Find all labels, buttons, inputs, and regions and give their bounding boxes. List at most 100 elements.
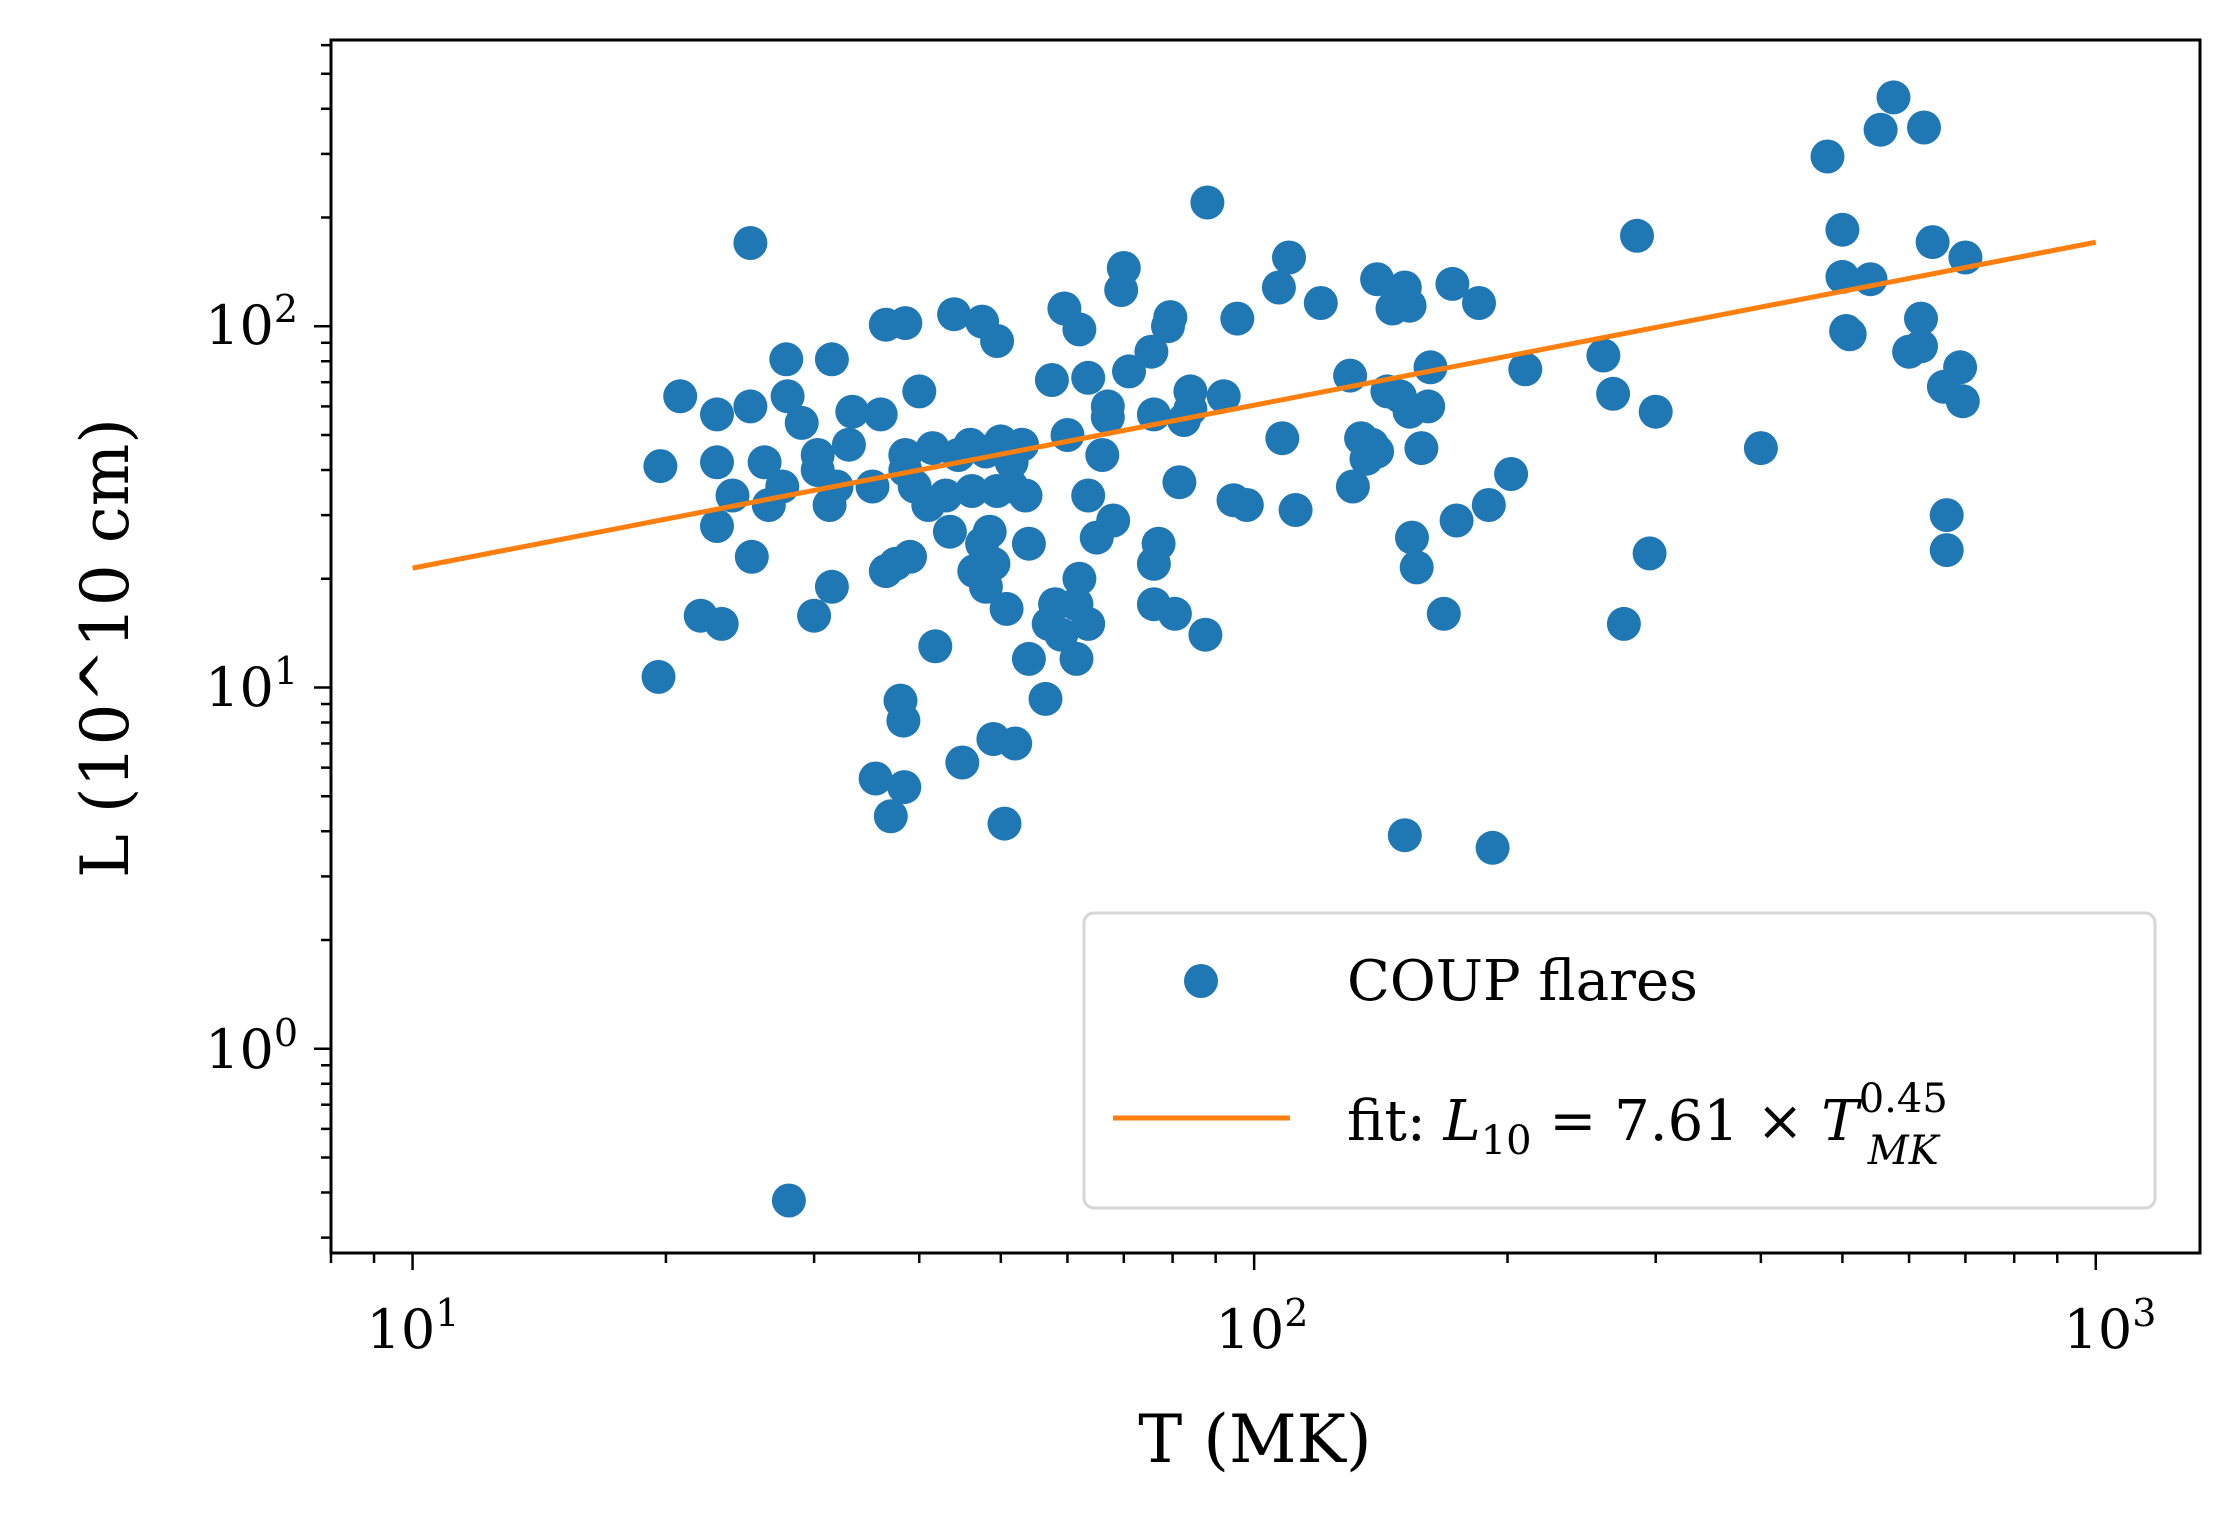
data-point-151	[1638, 394, 1673, 429]
legend-box	[1082, 911, 2157, 1210]
data-point-116	[1272, 240, 1306, 275]
data-point-170	[1945, 384, 1980, 419]
data-point-167	[1929, 498, 1964, 533]
legend-label-fit: fit: L10 = 7.61 × T0.45 MK	[1347, 1076, 1948, 1174]
data-point-80	[1050, 418, 1085, 452]
data-point-117	[1278, 493, 1313, 527]
data-point-5	[700, 445, 734, 480]
data-point-113	[1229, 488, 1264, 522]
data-point-53	[954, 474, 989, 508]
plot-frame	[329, 38, 2202, 1255]
data-point-94	[1106, 251, 1141, 285]
data-point-6	[700, 509, 734, 543]
data-point-51	[945, 745, 980, 780]
data-point-104	[1162, 465, 1197, 500]
data-point-110	[1206, 379, 1241, 414]
data-point-133	[1395, 520, 1429, 555]
data-point-145	[1508, 352, 1543, 387]
data-point-138	[1426, 596, 1461, 631]
y-tick-label-1: 100	[205, 1011, 298, 1081]
data-point-7	[704, 606, 739, 641]
data-point-16	[770, 379, 805, 414]
y-tick-label-10: 101	[205, 649, 298, 719]
data-point-153	[1810, 139, 1845, 174]
data-point-135	[1404, 431, 1439, 466]
data-point-169	[1943, 350, 1978, 385]
data-point-78	[1044, 617, 1079, 652]
data-point-100	[1141, 526, 1176, 561]
data-point-142	[1471, 488, 1506, 522]
data-point-115	[1265, 421, 1300, 456]
data-point-154	[1825, 212, 1860, 247]
data-point-24	[814, 342, 849, 377]
data-point-69	[998, 726, 1033, 761]
data-point-4	[700, 397, 734, 432]
data-point-84	[1062, 312, 1097, 347]
data-point-125	[1360, 434, 1395, 469]
data-point-12	[747, 445, 782, 480]
data-point-9	[733, 226, 768, 260]
data-point-66	[989, 591, 1024, 626]
legend: COUP flares fit: L10 = 7.61 × T0.45 MK	[1082, 911, 2157, 1210]
data-point-129	[1387, 818, 1422, 853]
data-point-37	[887, 770, 922, 805]
data-point-163	[1904, 301, 1938, 336]
data-point-15	[769, 342, 804, 377]
data-point-10	[733, 389, 768, 424]
x-axis-label: T (MK)	[1138, 1401, 1371, 1478]
data-point-18	[784, 405, 819, 440]
data-point-81	[1059, 641, 1094, 676]
fit-line-group	[412, 239, 2097, 571]
data-point-86	[1071, 360, 1106, 395]
data-point-47	[928, 478, 963, 513]
data-point-139	[1435, 266, 1470, 301]
data-point-147	[1596, 376, 1631, 411]
data-point-109	[1190, 185, 1225, 220]
data-point-92	[1096, 503, 1131, 538]
data-point-0	[641, 659, 676, 694]
data-point-159	[1863, 112, 1898, 147]
axis-ticks	[314, 43, 2098, 1270]
data-point-140	[1439, 503, 1474, 538]
data-point-165	[1915, 225, 1950, 260]
data-point-41	[893, 539, 927, 574]
data-point-144	[1494, 457, 1529, 491]
data-point-131	[1392, 288, 1427, 323]
data-point-11	[734, 539, 769, 574]
scatter-points	[641, 80, 1983, 1218]
data-point-43	[902, 374, 937, 409]
data-point-2	[663, 379, 698, 414]
data-point-38	[888, 306, 923, 341]
data-point-89	[1085, 438, 1120, 472]
fit-line	[412, 239, 2097, 571]
data-point-72	[1011, 526, 1046, 561]
data-point-146	[1586, 338, 1621, 373]
data-point-73	[1011, 641, 1046, 676]
data-point-33	[873, 799, 908, 834]
data-point-62	[980, 324, 1015, 358]
data-point-74	[1028, 681, 1063, 716]
data-point-26	[831, 427, 866, 462]
data-point-149	[1620, 218, 1654, 253]
x-tick-label-100: 102	[1216, 1291, 1309, 1361]
data-point-141	[1462, 286, 1496, 320]
data-point-158	[1853, 262, 1888, 297]
x-tick-label-1000: 103	[2064, 1291, 2157, 1361]
data-point-91	[1090, 400, 1125, 435]
data-point-85	[1071, 606, 1106, 641]
data-point-162	[1904, 329, 1938, 364]
data-point-160	[1876, 80, 1911, 115]
data-point-157	[1832, 317, 1867, 352]
data-point-17	[771, 1183, 806, 1218]
data-point-136	[1411, 389, 1446, 424]
data-point-19	[797, 598, 832, 633]
data-point-143	[1475, 830, 1510, 865]
data-point-48	[932, 514, 967, 549]
data-point-87	[1071, 478, 1106, 513]
data-point-29	[858, 761, 893, 796]
data-point-112	[1220, 301, 1255, 336]
data-point-150	[1632, 536, 1667, 571]
data-point-124	[1360, 262, 1395, 297]
data-point-134	[1399, 550, 1434, 585]
data-point-83	[1062, 561, 1097, 596]
